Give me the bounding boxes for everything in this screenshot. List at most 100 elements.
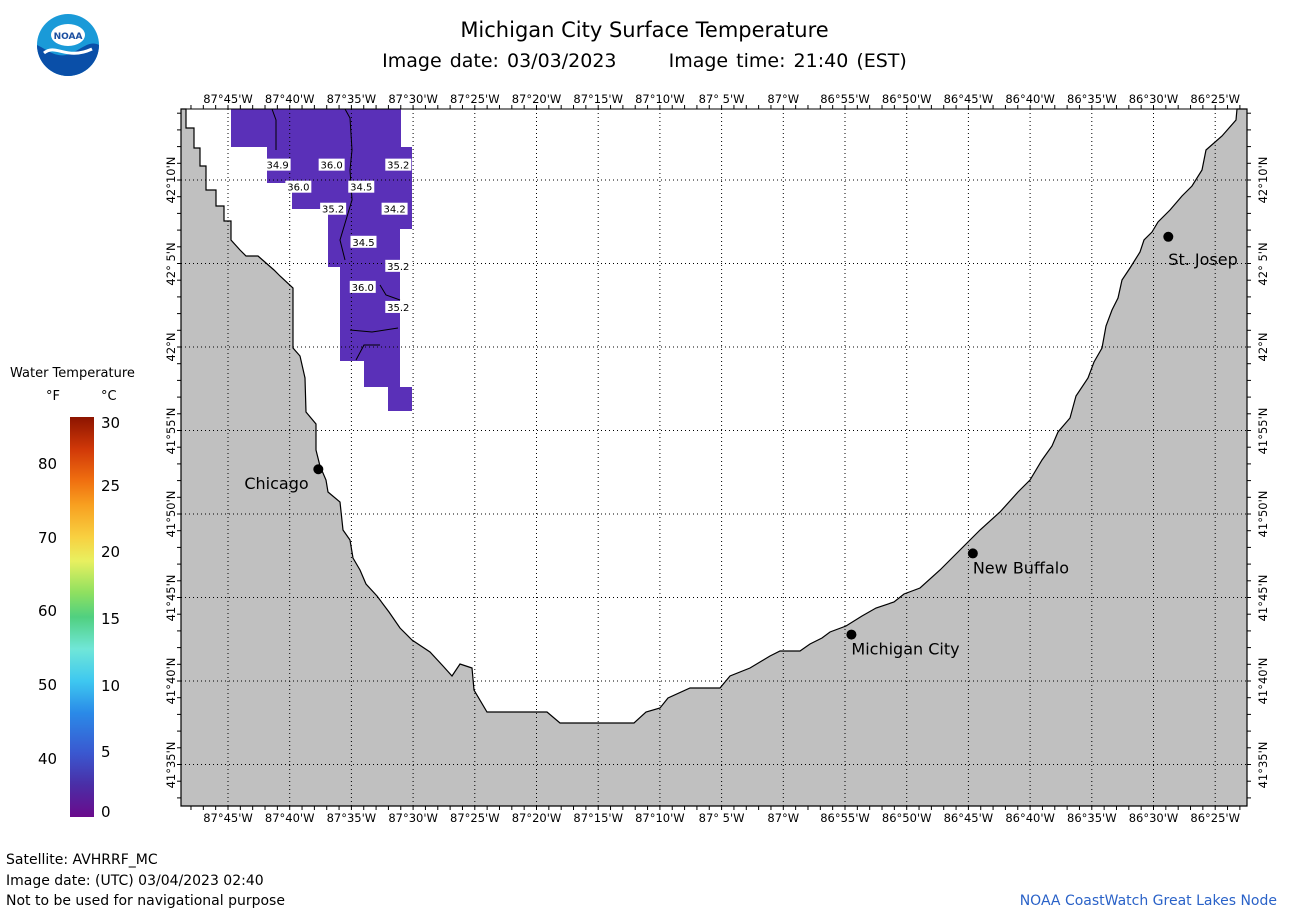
temperature-cell [231,109,401,147]
city-st-josep: St. Josep [1163,231,1238,269]
city-marker [846,629,857,640]
temperature-label: 36.0 [318,158,345,172]
lon-label: 86°35'W [1067,92,1117,106]
city-marker [313,464,324,475]
land-polygon [180,108,1248,807]
lon-label: 86°30'W [1128,811,1179,825]
city-new-buffalo: New Buffalo [967,548,1069,577]
contour-line [355,344,380,361]
legend-c-tick: 20 [101,543,121,561]
lon-label: 87°30'W [388,92,438,106]
image-time: Image time: 21:40 (EST) [668,50,907,72]
lat-label: 42° 5'N [1256,241,1270,286]
lon-label: 86°50'W [881,811,932,825]
svg-text:35.2: 35.2 [387,303,409,314]
lon-label: 86°40'W [1005,92,1055,106]
lon-label: 86°40'W [1005,811,1055,825]
lon-label: 87° 5'W [698,92,745,106]
legend-c-tick: 0 [101,803,111,821]
lon-label: 86°25'W [1190,811,1240,825]
lat-label: 41°55'N [164,407,178,454]
city-marker [1163,231,1174,242]
city-label: Michigan City [851,640,959,659]
city-label: New Buffalo [973,558,1069,577]
noaa-logo: NOAA [37,14,99,76]
city-markers: Chicago Michigan City New Buffalo St. Josep [244,231,1238,659]
contour-line [271,108,277,150]
lat-label: 41°50'N [1256,490,1270,538]
svg-text:35.2: 35.2 [387,161,409,172]
city-label: Chicago [244,474,308,493]
lon-label: 86°45'W [943,92,994,106]
city-label: St. Josep [1168,250,1237,269]
lat-lon-grid [181,109,1247,806]
lat-label: 41°35'N [164,741,178,788]
svg-text:34.5: 34.5 [352,238,374,249]
svg-text:34.5: 34.5 [350,183,372,194]
lat-label: 41°45'N [1256,574,1270,621]
temperature-cell [388,387,412,411]
temperature-coverage [231,108,412,411]
lon-label: 87°45'W [203,811,253,825]
lon-label: 87°30'W [388,811,438,825]
lon-label: 87°35'W [326,811,377,825]
legend-unit-c: °C [101,389,117,404]
lon-label: 87°15'W [573,811,623,825]
legend-c-tick: 10 [101,677,121,695]
legend-c-tick: 15 [101,610,121,628]
svg-text:35.2: 35.2 [387,262,409,273]
legend-c-tick: 30 [101,414,121,432]
lon-label: 87°10'W [635,92,685,106]
temperature-label: 34.2 [381,202,408,216]
lat-label: 42°10'N [164,156,178,204]
city-chicago: Chicago [244,464,324,493]
land-mass [180,108,1248,807]
axis-ticks [177,105,1251,810]
lon-label: 87°W [767,92,800,106]
temperature-label: 34.5 [348,180,375,194]
lon-label: 86°35'W [1067,811,1117,825]
svg-text:36.0: 36.0 [352,283,374,294]
lat-label: 42°10'N [1256,156,1270,204]
legend-title: Water Temperature [10,366,135,381]
map-subtitle: Image date: 03/03/2023 Image time: 21:40… [0,50,1289,72]
legend-f-tick: 70 [38,529,58,547]
lon-label: 87°W [767,811,800,825]
lat-label: 41°40'N [164,657,178,705]
lat-label: 42°N [164,332,178,362]
footer-credit[interactable]: NOAA CoastWatch Great Lakes Node [1019,893,1277,909]
logo-text: NOAA [54,32,83,42]
svg-text:34.2: 34.2 [383,205,405,216]
city-michigan-city: Michigan City [846,629,960,659]
footer-disclaimer: Not to be used for navigational purpose [6,893,285,909]
footer-utc-date: Image date: (UTC) 03/04/2023 02:40 [6,873,264,889]
svg-text:34.9: 34.9 [266,161,288,172]
image-date: Image date: 03/03/2023 [382,50,617,72]
lon-label: 86°30'W [1128,92,1179,106]
legend-unit-f: °F [46,389,60,404]
legend-f-tick: 60 [38,602,58,620]
temperature-label: 35.2 [385,300,412,314]
lon-label: 87°20'W [511,92,562,106]
contour-line [349,327,399,333]
lon-label: 86°45'W [943,811,994,825]
lon-label: 87°25'W [450,92,500,106]
lat-label: 41°35'N [1256,741,1270,788]
legend-c-tick: 5 [101,743,111,761]
lat-label: 41°55'N [1256,407,1270,454]
legend-colorbar [70,417,94,817]
lat-label: 41°50'N [164,490,178,538]
lat-label: 42°N [1256,332,1270,362]
svg-text:36.0: 36.0 [321,161,343,172]
legend-f-tick: 40 [38,750,58,768]
lon-label: 86°25'W [1190,92,1240,106]
lon-label: 86°55'W [820,811,870,825]
lon-label: 87°35'W [326,92,377,106]
lon-label: 86°50'W [881,92,932,106]
lon-label: 87°20'W [511,811,562,825]
lon-label: 86°55'W [820,92,870,106]
temperature-label: 36.0 [349,280,376,294]
legend-f-tick: 50 [38,676,58,694]
lon-label: 87° 5'W [698,811,745,825]
